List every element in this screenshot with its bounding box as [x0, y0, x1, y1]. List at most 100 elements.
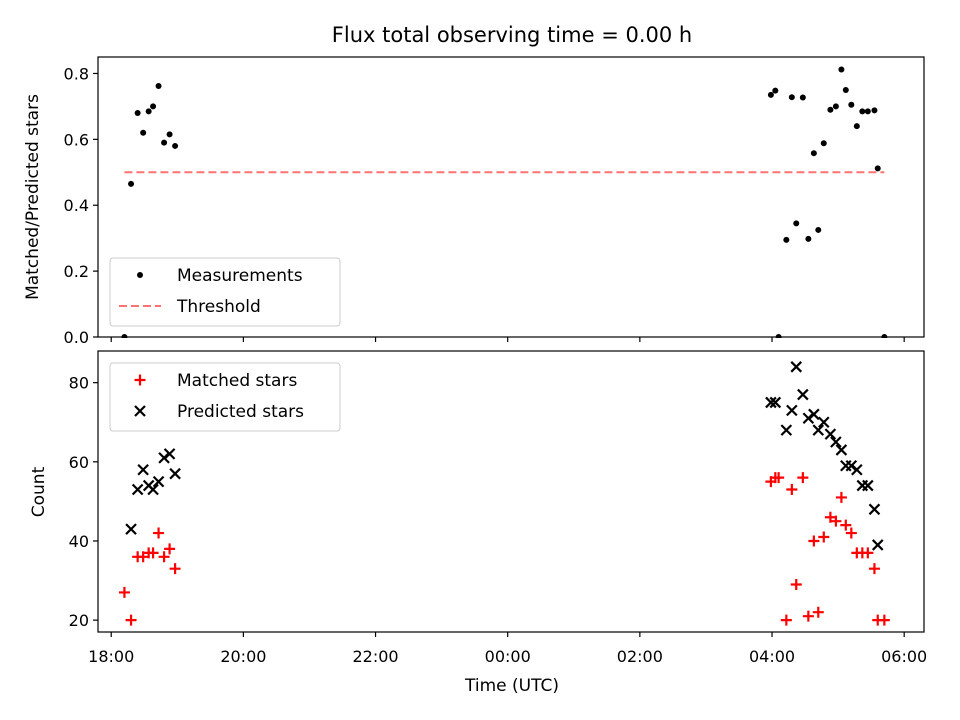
measurement-point: [832, 103, 839, 110]
predicted-star-point: [152, 475, 165, 488]
matched-star-point: [812, 606, 824, 618]
count-axes: 20 40 60 80 18:00 20:00 22:00 00:00 02:00 04:00 06…: [69, 350, 927, 666]
time-xlabel: Time (UTC): [464, 676, 559, 696]
matched-star-point: [830, 515, 842, 527]
measurement-point: [161, 139, 168, 146]
y-tick-label: 0.4: [64, 196, 89, 215]
measurement-point: [172, 142, 179, 149]
axes-frame: [97, 56, 925, 338]
predicted-star-point: [851, 463, 863, 476]
matched-star-point: [835, 491, 847, 503]
measurement-point: [864, 108, 871, 115]
measurement-point: [853, 123, 860, 130]
predicted-star-point: [797, 388, 809, 401]
measurement-point: [140, 129, 147, 136]
measurement-point: [874, 165, 881, 172]
measurement-point: [820, 140, 827, 147]
x-tick-label: 02:00: [617, 647, 663, 666]
matched-star-point: [808, 535, 820, 547]
matched-star-point: [147, 547, 159, 559]
measurement-point: [805, 235, 812, 242]
matched-star-point: [158, 551, 170, 563]
legend-matched-swatch: [134, 374, 146, 386]
legend-label: Matched stars: [177, 371, 297, 391]
predicted-star-point: [812, 424, 825, 436]
predicted-star-point: [824, 428, 837, 440]
matched-star-point: [818, 531, 830, 543]
matched-star-point: [790, 579, 802, 591]
matched-star-point: [164, 543, 176, 555]
predicted-star-point: [868, 503, 881, 516]
y-tick-label: 0.6: [64, 130, 89, 149]
matched-star-point: [169, 563, 181, 575]
matched-star-point: [780, 614, 792, 626]
measurement-point: [838, 66, 845, 73]
legend-label: Threshold: [176, 297, 261, 317]
x-tick-label: 00:00: [485, 647, 531, 666]
y-tick-label: 20: [69, 611, 89, 630]
y-tick-label: 0.8: [64, 64, 89, 83]
measurement-point: [155, 82, 162, 89]
measurement-point: [842, 86, 849, 93]
predicted-star-point: [830, 436, 842, 448]
x-tick-label: 06:00: [881, 647, 927, 666]
matched-star-point: [786, 484, 798, 496]
matched-star-point: [118, 586, 130, 598]
legend-measurement-swatch: [137, 272, 143, 278]
count-ylabel: Count: [29, 466, 49, 517]
x-tick-label: 18:00: [88, 647, 134, 666]
chart-title: Flux total observing time = 0.00 h: [332, 23, 692, 47]
measurement-point: [810, 150, 817, 157]
matched-star-point: [868, 563, 880, 575]
predicted-star-point: [835, 444, 848, 456]
matched-star-point: [137, 551, 149, 563]
measurement-point: [166, 131, 173, 138]
predicted-star-point: [769, 396, 782, 409]
matched-star-point: [824, 511, 836, 523]
predicted-star-point: [131, 483, 144, 496]
matched-star-point: [845, 527, 857, 539]
measurement-point: [799, 94, 806, 101]
matched-star-point: [153, 527, 165, 539]
predicted-star-point: [790, 361, 803, 373]
plot-area: [121, 66, 888, 338]
matched-star-point: [797, 472, 809, 484]
matched-star-point: [773, 472, 785, 484]
matched-star-point: [862, 547, 874, 559]
measurement-point: [859, 108, 866, 115]
matched-star-point: [840, 519, 852, 531]
measurement-point: [150, 103, 157, 110]
ratio-axes: 0.0 0.2 0.4 0.6 0.8 Measurements Threshold: [64, 56, 925, 347]
y-tick-label: 0.2: [64, 262, 89, 281]
ratio-ylabel: Matched/Predicted stars: [23, 94, 43, 300]
y-tick-label: 80: [69, 374, 89, 393]
measurement-point: [128, 180, 135, 187]
predicted-star-point: [786, 404, 798, 417]
measurement-point: [827, 106, 834, 113]
matched-star-point: [802, 610, 814, 622]
matched-star-point: [125, 614, 137, 626]
axes-frame: [97, 350, 925, 633]
measurement-point: [871, 107, 878, 114]
measurement-point: [815, 226, 822, 233]
predicted-star-point: [818, 416, 830, 429]
measurement-point: [788, 94, 795, 101]
predicted-star-point: [169, 467, 181, 480]
legend-box: [109, 362, 341, 432]
x-tick-label: 20:00: [220, 647, 266, 666]
predicted-star-point: [137, 463, 149, 476]
legend-predicted-swatch: [134, 405, 146, 417]
measurement-point: [772, 87, 779, 94]
predicted-star-point: [780, 424, 793, 436]
measurement-point: [793, 220, 800, 227]
predicted-star-point: [147, 483, 159, 496]
legend-label: Measurements: [177, 266, 303, 286]
predicted-star-point: [125, 523, 137, 535]
y-tick-label: 60: [69, 453, 89, 472]
x-tick-label: 22:00: [352, 647, 398, 666]
legend: Measurements Threshold: [109, 257, 341, 327]
predicted-star-point: [808, 408, 820, 421]
measurement-point: [783, 236, 790, 243]
y-tick-label: 40: [69, 532, 89, 551]
